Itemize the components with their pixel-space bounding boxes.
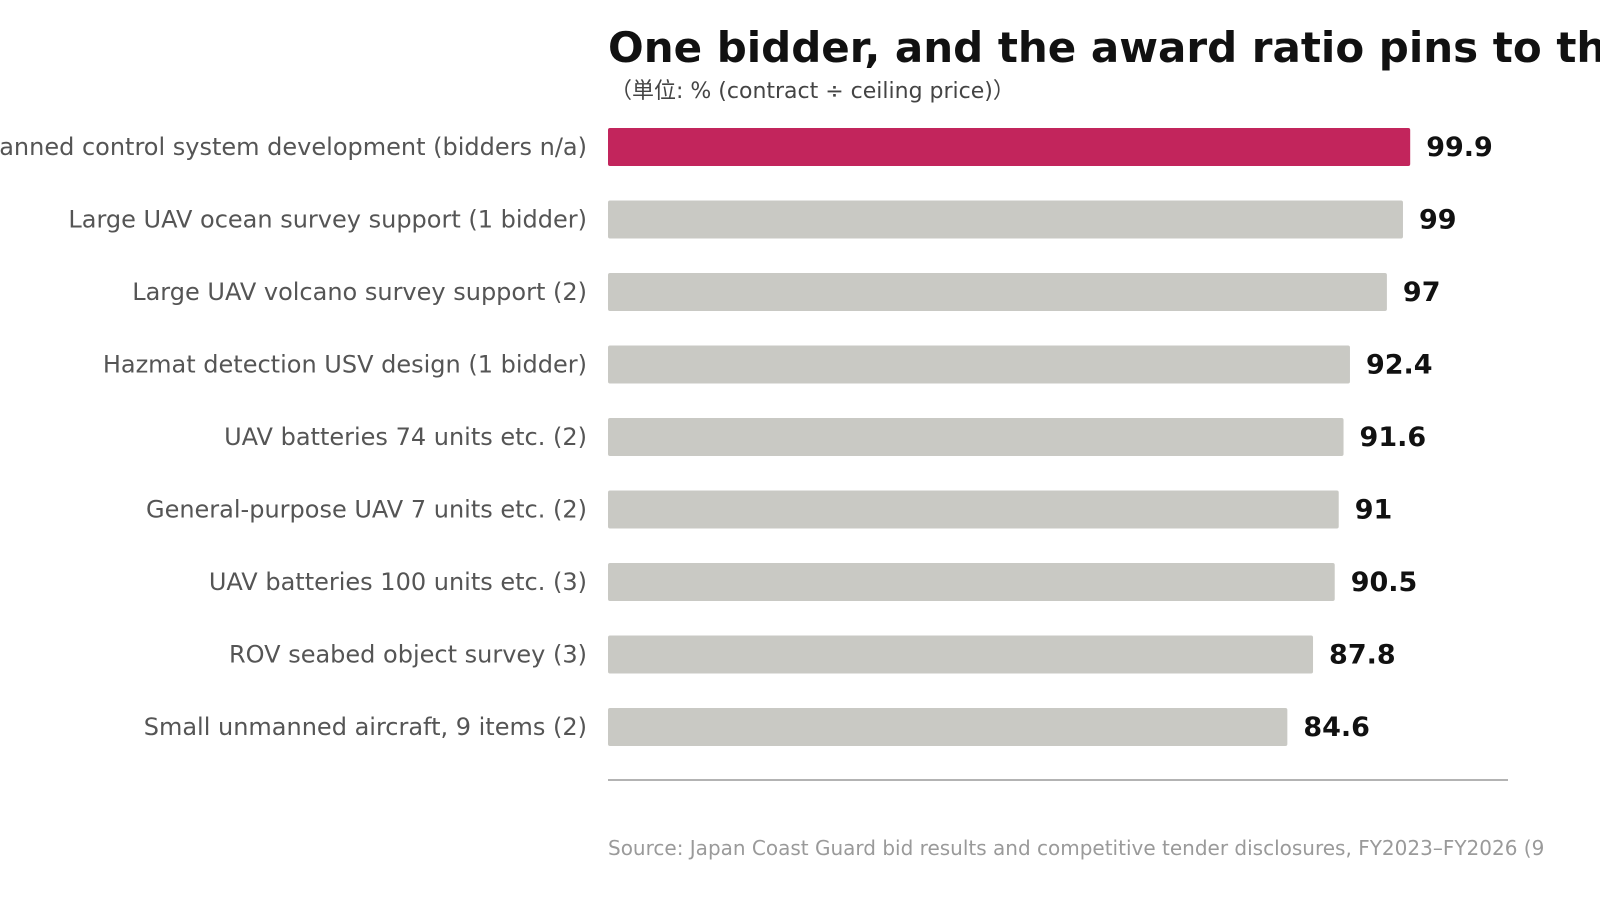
bar-5 <box>608 418 1344 456</box>
category-label-4: Hazmat detection USV design (1 bidder) <box>103 351 587 379</box>
value-label-7: 90.5 <box>1351 567 1418 598</box>
category-label-7: UAV batteries 100 units etc. (3) <box>209 568 587 596</box>
chart-source: Source: Japan Coast Guard bid results an… <box>608 836 1544 860</box>
category-label-6: General-purpose UAV 7 units etc. (2) <box>146 496 587 524</box>
value-label-1: 99.9 <box>1426 132 1493 163</box>
bar-6 <box>608 490 1339 529</box>
category-label-5: UAV batteries 74 units etc. (2) <box>224 423 587 451</box>
bars-group: anned control system development (bidder… <box>0 128 1493 746</box>
bar-4 <box>608 345 1350 384</box>
value-label-2: 99 <box>1419 205 1457 236</box>
bar-2 <box>608 200 1403 239</box>
bar-7 <box>608 563 1335 601</box>
value-label-3: 97 <box>1403 277 1441 308</box>
chart-subtitle: （単位: % (contract ÷ ceiling price)） <box>610 79 1015 104</box>
value-label-5: 91.6 <box>1360 422 1427 453</box>
chart-title: One bidder, and the award ratio pins to … <box>608 23 1600 72</box>
bar-1 <box>608 128 1411 166</box>
category-label-2: Large UAV ocean survey support (1 bidder… <box>68 206 587 234</box>
bar-3 <box>608 273 1387 311</box>
value-label-8: 87.8 <box>1329 640 1396 671</box>
bar-8 <box>608 635 1314 674</box>
category-label-8: ROV seabed object survey (3) <box>229 641 587 669</box>
bar-9 <box>608 708 1288 746</box>
category-label-1: anned control system development (bidder… <box>0 133 587 161</box>
category-label-3: Large UAV volcano survey support (2) <box>132 278 587 306</box>
category-label-9: Small unmanned aircraft, 9 items (2) <box>144 713 587 741</box>
value-label-4: 92.4 <box>1366 350 1433 381</box>
value-label-9: 84.6 <box>1303 712 1370 743</box>
value-label-6: 91 <box>1355 495 1393 526</box>
